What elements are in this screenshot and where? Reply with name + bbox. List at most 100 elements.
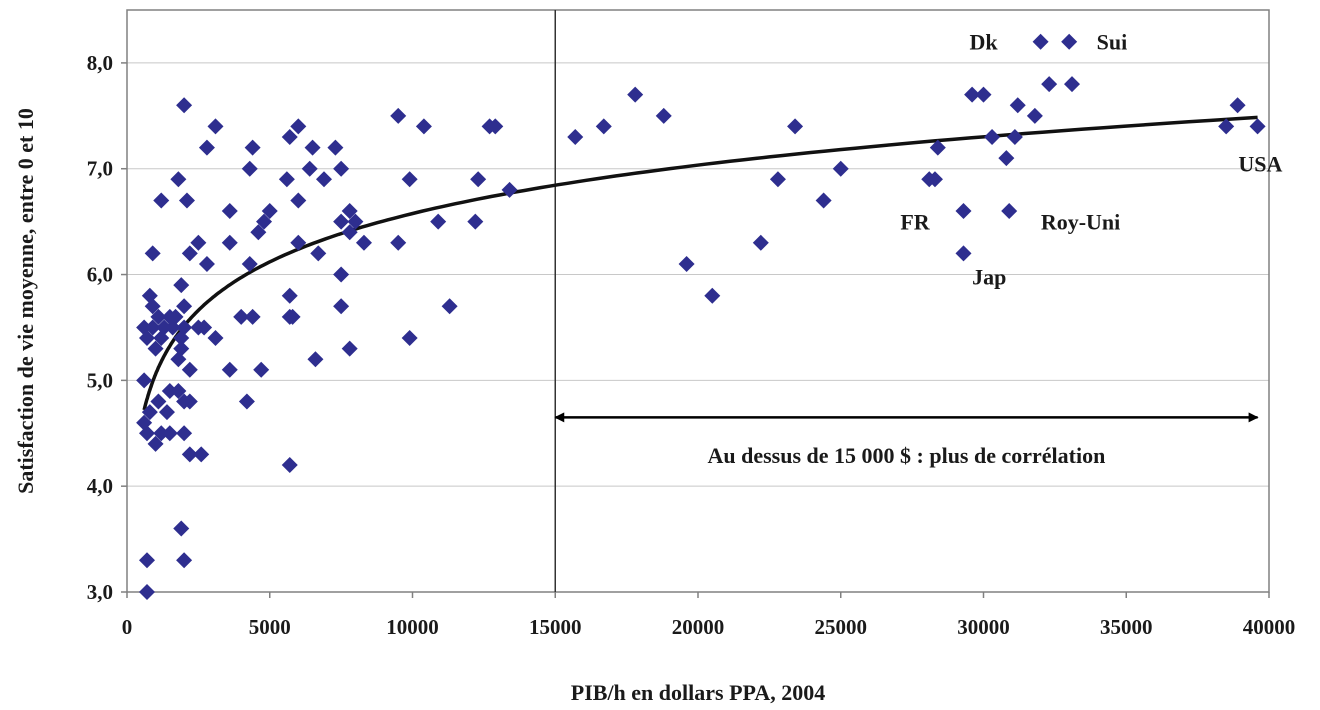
data-point — [173, 277, 190, 294]
data-point — [1249, 118, 1266, 135]
data-point — [315, 171, 332, 188]
data-point — [176, 552, 193, 569]
data-point — [278, 171, 295, 188]
x-tick-label: 20000 — [672, 615, 725, 639]
data-point — [929, 139, 946, 156]
data-point — [787, 118, 804, 135]
data-point — [141, 404, 158, 421]
data-point — [401, 330, 418, 347]
y-tick-label: 3,0 — [87, 580, 113, 604]
plot-area — [126, 9, 1270, 593]
data-point — [221, 203, 238, 220]
data-point — [253, 361, 270, 378]
x-axis-label: PIB/h en dollars PPA, 2004 — [571, 680, 825, 705]
data-point — [144, 319, 161, 336]
x-tick-label: 25000 — [815, 615, 868, 639]
data-point — [281, 287, 298, 304]
data-point — [256, 213, 273, 230]
data-point — [430, 213, 447, 230]
data-point — [207, 330, 224, 347]
data-point — [161, 382, 178, 399]
data-point — [327, 139, 344, 156]
data-point — [390, 107, 407, 124]
data-point — [164, 319, 181, 336]
data-point — [355, 234, 372, 251]
y-tick-label: 7,0 — [87, 157, 113, 181]
data-point — [198, 139, 215, 156]
data-point — [144, 298, 161, 315]
data-point — [333, 160, 350, 177]
country-labels: Dk Sui USA FR Roy-Uni Jap — [900, 30, 1282, 290]
data-point — [221, 361, 238, 378]
data-point — [1061, 33, 1078, 50]
x-tick-label: 5000 — [249, 615, 291, 639]
data-point — [290, 192, 307, 209]
x-tick-label: 10000 — [386, 615, 439, 639]
data-point — [207, 118, 224, 135]
x-tick-label: 35000 — [1100, 615, 1153, 639]
data-point — [181, 245, 198, 262]
y-tick-label: 8,0 — [87, 51, 113, 75]
data-point — [655, 107, 672, 124]
data-point — [333, 213, 350, 230]
data-point — [147, 340, 164, 357]
point-label: Dk — [969, 30, 998, 55]
data-point — [290, 234, 307, 251]
gridlines — [127, 62, 1269, 593]
data-point — [307, 351, 324, 368]
data-point — [401, 171, 418, 188]
data-point — [441, 298, 458, 315]
data-point — [1032, 33, 1049, 50]
data-point — [975, 86, 992, 103]
data-point — [1001, 203, 1018, 220]
data-point — [221, 234, 238, 251]
data-point — [1064, 76, 1081, 93]
data-point — [704, 287, 721, 304]
data-point — [196, 319, 213, 336]
data-point — [567, 128, 584, 145]
data-point — [955, 203, 972, 220]
point-label: Jap — [972, 265, 1006, 290]
data-point — [190, 234, 207, 251]
data-point — [241, 160, 258, 177]
data-point — [150, 393, 167, 410]
y-tick-label: 6,0 — [87, 263, 113, 287]
data-point — [501, 181, 518, 198]
data-points — [136, 33, 1266, 600]
data-point — [964, 86, 981, 103]
data-point — [233, 308, 250, 325]
data-point — [341, 203, 358, 220]
data-point — [181, 446, 198, 463]
data-point — [198, 255, 215, 272]
data-point — [176, 97, 193, 114]
y-axis: 3,0 4,0 5,0 6,0 7,0 8,0 — [87, 51, 127, 604]
data-point — [136, 319, 153, 336]
point-label: USA — [1238, 151, 1282, 176]
x-tick-label: 40000 — [1243, 615, 1296, 639]
x-axis: 0 5000 10000 15000 20000 25000 30000 35000 40000 — [122, 592, 1296, 639]
data-point — [769, 171, 786, 188]
data-point — [926, 171, 943, 188]
data-point — [261, 203, 278, 220]
data-point — [955, 245, 972, 262]
data-point — [250, 224, 267, 241]
data-point — [138, 552, 155, 569]
data-point — [1041, 76, 1058, 93]
x-tick-label: 0 — [122, 615, 133, 639]
data-point — [150, 308, 167, 325]
data-point — [241, 255, 258, 272]
data-point — [173, 520, 190, 537]
data-point — [1229, 97, 1246, 114]
data-point — [136, 372, 153, 389]
data-point — [832, 160, 849, 177]
data-point — [244, 139, 261, 156]
data-point — [415, 118, 432, 135]
y-tick-label: 4,0 — [87, 474, 113, 498]
x-tick-label: 15000 — [529, 615, 582, 639]
data-point — [138, 425, 155, 442]
data-point — [281, 457, 298, 474]
y-tick-label: 5,0 — [87, 368, 113, 392]
data-point — [390, 234, 407, 251]
log-trendline — [142, 115, 1258, 411]
